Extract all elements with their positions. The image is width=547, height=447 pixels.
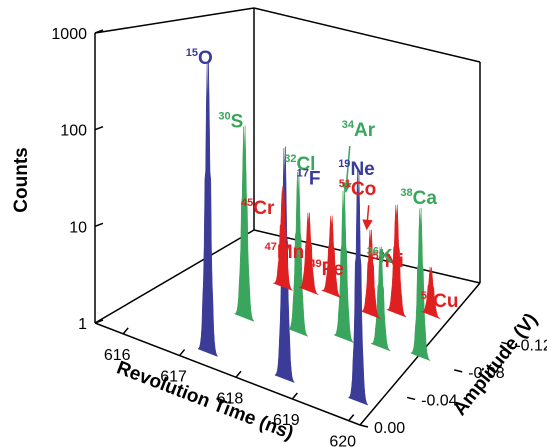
peak-label-f17: 17F bbox=[297, 167, 321, 189]
y-tick-label: -0.08 bbox=[468, 365, 505, 382]
x-tick-mark bbox=[348, 414, 355, 422]
peak-s30 bbox=[234, 125, 255, 322]
y-tick-label: -0.04 bbox=[421, 392, 458, 409]
peak-label-co51: 51Co bbox=[339, 178, 377, 200]
peak-cl32 bbox=[288, 171, 309, 337]
z-tick-label: 100 bbox=[60, 123, 87, 140]
z-tick-mark bbox=[94, 29, 104, 34]
y-tick-mark bbox=[406, 396, 416, 401]
peak-label-fe49: 49Fe bbox=[309, 258, 343, 280]
peak-ne19 bbox=[348, 169, 369, 406]
x-tick-label: 619 bbox=[273, 412, 300, 429]
z-tick-label: 10 bbox=[69, 219, 87, 236]
peak-ca38 bbox=[410, 207, 431, 361]
y-tick-mark bbox=[454, 369, 463, 373]
arrow-ar34 bbox=[341, 145, 352, 194]
peak-label-mn47: 47Mn bbox=[265, 241, 305, 263]
peak-mn47 bbox=[298, 212, 319, 296]
x-axis-line bbox=[94, 322, 361, 426]
z-axis-title: Counts bbox=[11, 147, 32, 212]
x-tick-mark bbox=[122, 327, 129, 335]
peak-label-cr45: 45Cr bbox=[241, 197, 275, 219]
z-tick-mark bbox=[94, 319, 104, 324]
x-tick-label: 617 bbox=[160, 369, 187, 386]
y-tick-mark bbox=[359, 424, 369, 428]
peak-label-k36: 36K bbox=[367, 246, 393, 268]
peak-label-s30: 30S bbox=[218, 111, 243, 133]
x-tick-label: 616 bbox=[104, 347, 131, 364]
y-axis-title: Amplitude (V) bbox=[449, 309, 542, 419]
z-tick-label: 1 bbox=[78, 316, 87, 333]
axis-line-back-bottom bbox=[253, 229, 481, 284]
x-tick-mark bbox=[235, 370, 242, 378]
peak-fe49 bbox=[321, 215, 342, 299]
peak-ar34 bbox=[333, 189, 354, 343]
y-tick-label: 0.00 bbox=[374, 420, 405, 437]
x-tick-mark bbox=[291, 392, 298, 400]
peak-k36 bbox=[370, 246, 391, 352]
y-tick-mark bbox=[501, 341, 510, 346]
x-tick-mark bbox=[178, 349, 186, 357]
peak-ni53 bbox=[386, 204, 407, 318]
peak-label-cu55: 55Cu bbox=[421, 290, 459, 312]
y-tick-label: -0.12 bbox=[515, 337, 547, 354]
peak-label-o15: 15O bbox=[186, 47, 213, 69]
z-tick-label: 1000 bbox=[51, 26, 87, 43]
z-tick-mark bbox=[94, 222, 104, 228]
x-tick-label: 618 bbox=[217, 390, 244, 407]
peak-cu55 bbox=[421, 267, 441, 320]
x-tick-label: 620 bbox=[329, 434, 356, 447]
peak-cr45 bbox=[273, 186, 293, 291]
x-axis-title: Revolution Time (ns) bbox=[114, 357, 297, 444]
axis-line-top-left bbox=[94, 7, 255, 34]
peak-co51 bbox=[360, 229, 381, 319]
z-tick-mark bbox=[94, 125, 104, 131]
peak-label-cl32: 32Cl bbox=[284, 153, 315, 175]
ticks-layer: 1 10 100 1000 616 617 618 619 620 0.00 -0.04 -0.08-… bbox=[51, 26, 547, 447]
arrows-layer bbox=[341, 145, 373, 231]
peak-label-ar34: 34Ar bbox=[342, 119, 376, 141]
peak-label-ne19: 19Ne bbox=[338, 158, 375, 180]
peaks-layer bbox=[197, 59, 441, 406]
axis-line-back-left bbox=[94, 229, 255, 324]
peak-label-ni53: 53Ni bbox=[373, 250, 404, 272]
arrow-co51 bbox=[362, 205, 373, 231]
peak-o15 bbox=[197, 59, 218, 357]
peak-label-ca38: 38Ca bbox=[400, 187, 437, 209]
axis-line-top-right bbox=[253, 7, 481, 63]
